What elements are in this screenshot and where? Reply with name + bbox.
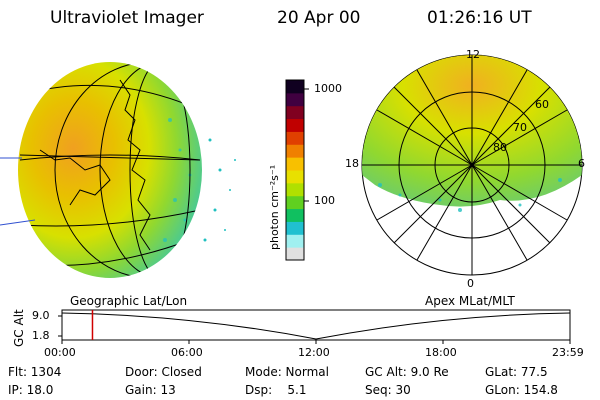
timeline-y-label: GC Alt [12,309,26,347]
timeline-plot [58,309,571,344]
colorbar-segment [286,182,304,197]
colorbar-segment [286,234,304,248]
colorbar-segment [286,157,304,171]
colorbar [285,79,309,261]
colorbar-segment [286,221,304,235]
gc-alt-value: GC Alt: 9.0 Re [365,365,449,379]
polar-image [361,54,583,276]
polar-view-label: Apex MLat/MLT [425,294,515,308]
date-label: 20 Apr 00 [277,8,361,28]
colorbar-segment [286,195,304,210]
time-label: 01:26:16 UT [427,8,532,28]
colorbar-tick-1000: 1000 [314,82,342,95]
mlt-label-6: 6 [578,157,585,170]
ip-value: IP: 18.0 [8,383,54,397]
gain-value: Gain: 13 [125,383,176,397]
seq-value: Seq: 30 [365,383,411,397]
glat-value: GLat: 77.5 [485,365,548,379]
colorbar-segment [286,144,304,158]
colorbar-segment [286,118,304,132]
colorbar-segment [286,92,304,107]
mlt-label-12: 12 [466,48,480,61]
colorbar-segment [286,247,304,261]
mode-value: Mode: Normal [245,365,329,379]
glon-value: GLon: 154.8 [485,383,558,397]
flt-value: Flt: 1304 [8,365,62,379]
timeline-x-tick: 18:00 [425,346,457,359]
timeline-y-tick-9: 9.0 [32,309,50,322]
mlt-label-0: 0 [467,277,474,290]
timeline-x-tick: 12:00 [298,346,330,359]
dsp-value: Dsp: 5.1 [245,383,307,397]
colorbar-tick-100: 100 [314,194,335,207]
timeline-y-tick-1.8: 1.8 [32,329,50,342]
globe-view-label: Geographic Lat/Lon [70,294,188,308]
globe-image [0,62,236,278]
mlat-label-70: 70 [513,121,527,134]
colorbar-segment [286,208,304,222]
timeline-x-tick: 00:00 [44,346,76,359]
colorbar-segment [286,131,304,145]
mlt-label-18: 18 [345,157,359,170]
colorbar-unit-label: photon cm⁻²s⁻¹ [268,164,281,250]
door-value: Door: Closed [125,365,202,379]
timeline-x-tick: 06:00 [171,346,203,359]
instrument-title: Ultraviolet Imager [50,8,204,28]
colorbar-segment [286,80,304,94]
colorbar-segment [286,105,304,120]
mlat-label-60: 60 [535,98,549,111]
colorbar-segment [286,170,304,184]
mlat-label-80: 80 [493,141,507,154]
timeline-x-tick: 23:59 [552,346,584,359]
